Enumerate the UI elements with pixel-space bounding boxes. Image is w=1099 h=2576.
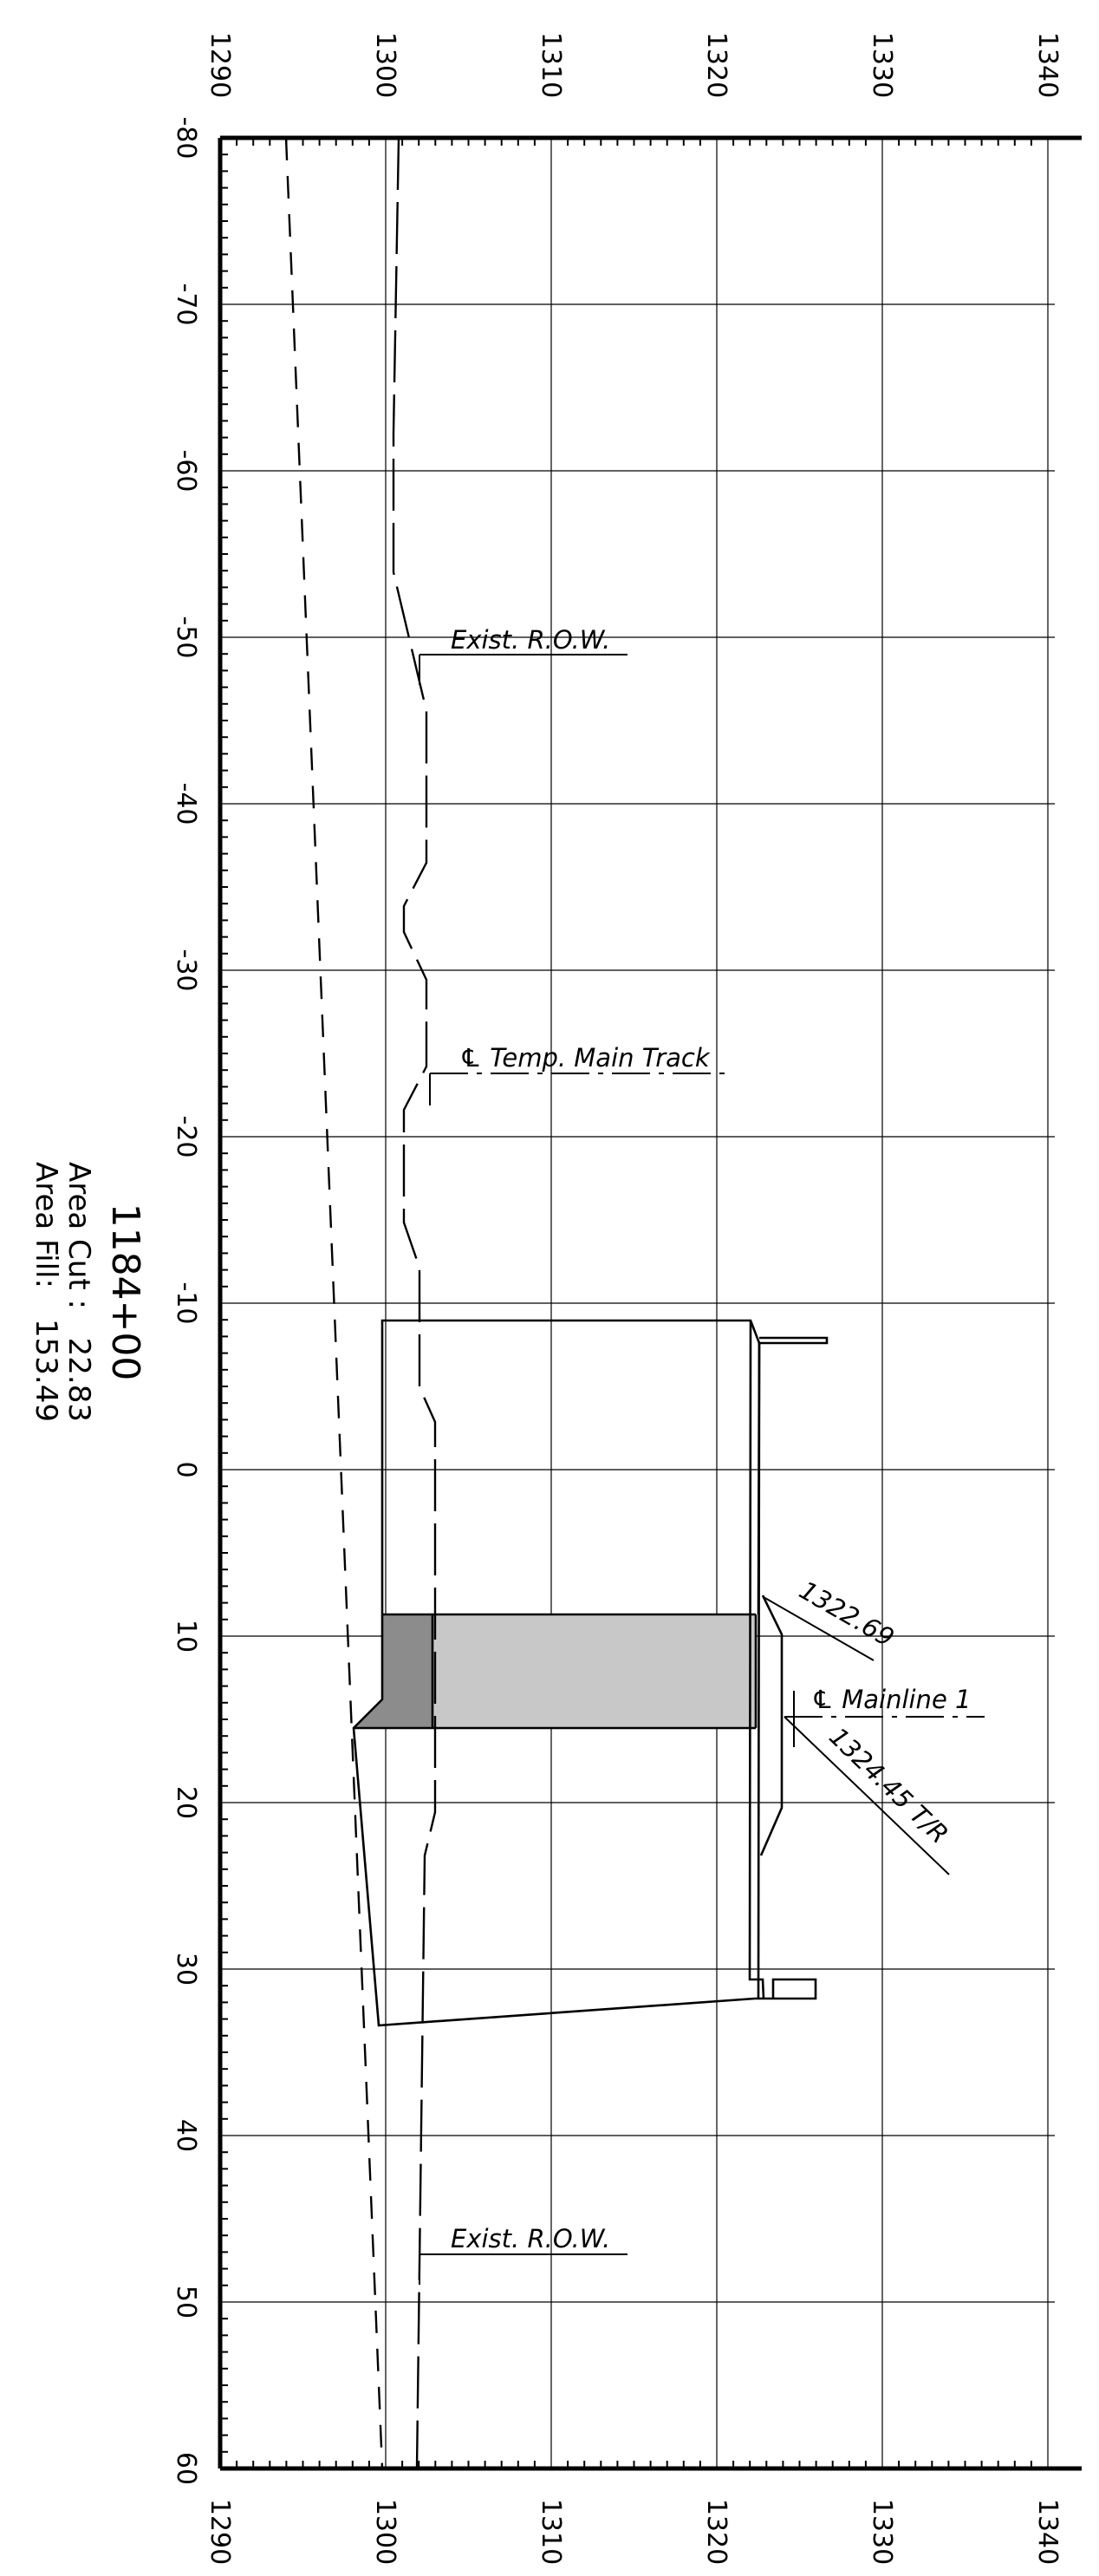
offset-tick-label: -70 xyxy=(171,284,201,326)
elevation-label-1324: 1324.45 T/R xyxy=(823,1722,954,1849)
offset-tick-label: -10 xyxy=(171,1282,201,1325)
elevation-tick-label: 1340 xyxy=(1032,32,1063,98)
area-fill-value: 153.49 xyxy=(29,1319,63,1422)
offset-tick-label: -30 xyxy=(171,949,201,992)
offset-tick-label: 0 xyxy=(171,1461,201,1477)
offset-tick-label: -60 xyxy=(171,450,201,492)
elevation-tick-label: 1300 xyxy=(370,32,400,98)
offset-tick-label: -20 xyxy=(171,1116,201,1158)
elevation-tick-label: 1320 xyxy=(701,2499,732,2565)
offset-grid-lines xyxy=(220,138,1055,2468)
area-cut-label: Area Cut : xyxy=(62,1162,96,1309)
station-label: 1184+00 xyxy=(103,1203,147,1381)
elevation-label-1322: 1322.69 xyxy=(795,1575,900,1653)
fill-area-dark xyxy=(354,1614,432,1728)
elevation-tick-label: 1310 xyxy=(536,2499,566,2565)
elevation-tick-label: 1320 xyxy=(701,32,732,98)
mainline-label: ℄ Mainline 1 xyxy=(811,1685,971,1714)
section-title-block: 1184+00 Area Cut : 22.83 Area Fill: 153.… xyxy=(29,1162,147,1422)
area-cut-value: 22.83 xyxy=(62,1338,96,1422)
elevation-tick-label: 1330 xyxy=(867,2499,897,2565)
offset-tick-label: 30 xyxy=(171,1953,201,1986)
offset-tick-label: -40 xyxy=(171,783,201,825)
offset-labels: -80 -70 -60 -50 -40 -30 -20 -10 0 10 20 30 40 50 60 xyxy=(171,117,201,2486)
elevation-tick-label: 1310 xyxy=(536,32,566,98)
fill-area-light xyxy=(432,1614,756,1728)
offset-tick-label: 20 xyxy=(171,1786,201,1819)
elevation-tick-label: 1340 xyxy=(1032,2499,1063,2565)
offset-tick-label: -80 xyxy=(171,117,201,160)
exist-row-label-top: Exist. R.O.W. xyxy=(451,625,610,655)
offset-tick-label: 50 xyxy=(171,2286,201,2318)
elevation-tick-label: 1300 xyxy=(370,2499,400,2565)
offset-tick-label: 40 xyxy=(171,2119,201,2152)
elevation-tick-label: 1290 xyxy=(205,2499,235,2565)
offset-tick-label: 60 xyxy=(171,2452,201,2485)
offset-tick-label: -50 xyxy=(171,616,201,659)
elevation-labels-bottom: 1290 1300 1310 1320 1330 1340 xyxy=(205,2499,1063,2565)
elevation-labels-top: 1290 1300 1310 1320 1330 1340 xyxy=(205,32,1063,98)
offset-tick-label: 10 xyxy=(171,1620,201,1653)
elevation-tick-label: 1330 xyxy=(867,32,897,98)
elevation-tick-label: 1290 xyxy=(205,32,235,98)
exist-row-label-bottom: Exist. R.O.W. xyxy=(451,2224,610,2253)
temp-main-track-label: ℄ Temp. Main Track xyxy=(459,1043,711,1073)
area-fill-label: Area Fill: xyxy=(29,1162,63,1288)
